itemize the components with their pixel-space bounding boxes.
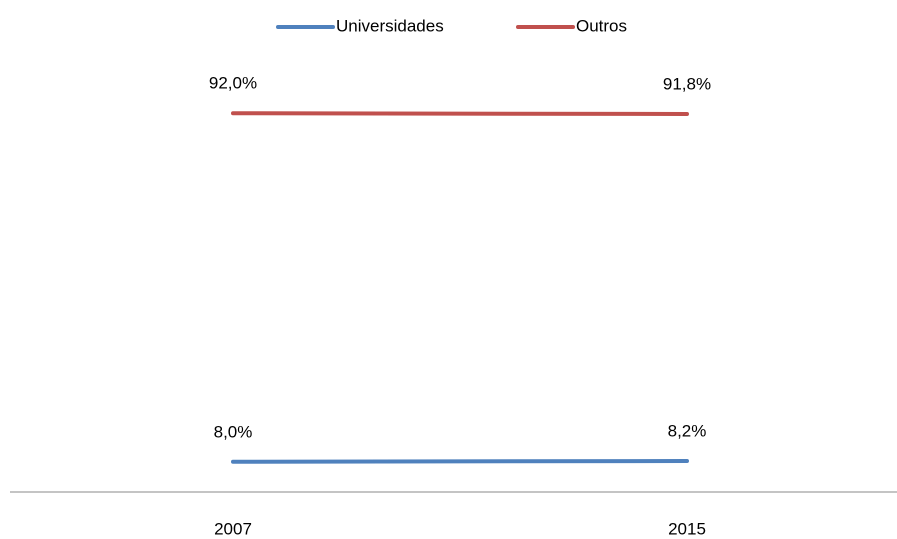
data-label: 8,2% <box>668 421 707 440</box>
x-tick-label: 2007 <box>214 519 252 538</box>
x-tick-label: 2015 <box>668 519 706 538</box>
data-label: 92,0% <box>209 74 257 93</box>
data-label: 8,0% <box>214 422 253 441</box>
legend-label: Outros <box>576 16 627 35</box>
legend-label: Universidades <box>336 16 444 35</box>
line <box>231 111 689 117</box>
data-label: 91,8% <box>663 75 711 94</box>
line <box>231 458 689 464</box>
